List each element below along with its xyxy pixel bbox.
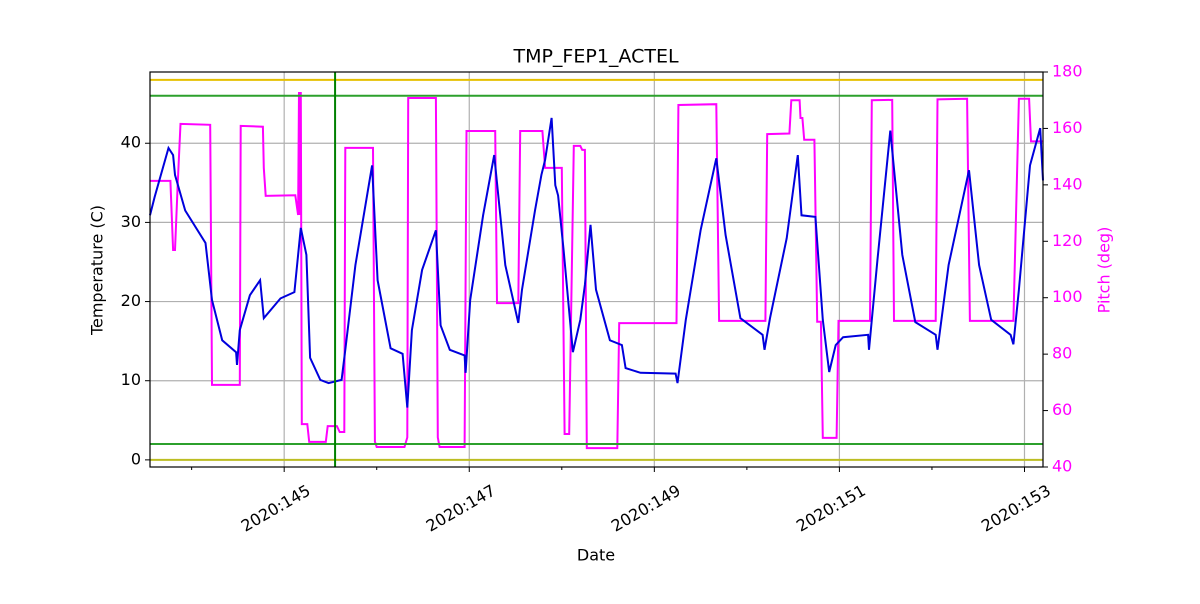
y2-tick-label: 60 [1052,400,1072,419]
y2-tick-label: 40 [1052,457,1072,476]
chart-title: TMP_FEP1_ACTEL [512,46,678,68]
y2-tick-label: 100 [1052,287,1083,306]
y2-tick-label: 160 [1052,118,1083,137]
y-tick-label: 30 [121,212,141,231]
x-tick-label: 2020:147 [423,481,499,536]
x-tick-label: 2020:153 [978,481,1054,536]
x-tick-label: 2020:149 [608,481,684,536]
plot-frame [149,71,1044,468]
data-line [149,117,1044,408]
y-tick-label: 40 [121,133,141,152]
y2-tick-label: 120 [1052,231,1083,250]
x-tick-label: 2020:151 [793,481,869,536]
x-axis-label: Date [577,546,615,565]
y-tick-label: 20 [121,291,141,310]
y2-axis-label: Pitch (deg) [1095,227,1114,314]
data-line [150,91,1043,450]
y2-tick-label: 140 [1052,174,1083,193]
y2-tick-label: 80 [1052,344,1072,363]
y-tick-label: 0 [131,449,141,468]
y-axis-label: Temperature (C) [88,205,107,336]
y2-tick-label: 180 [1052,62,1083,81]
x-tick-label: 2020:145 [238,481,314,536]
y-tick-label: 10 [121,370,141,389]
